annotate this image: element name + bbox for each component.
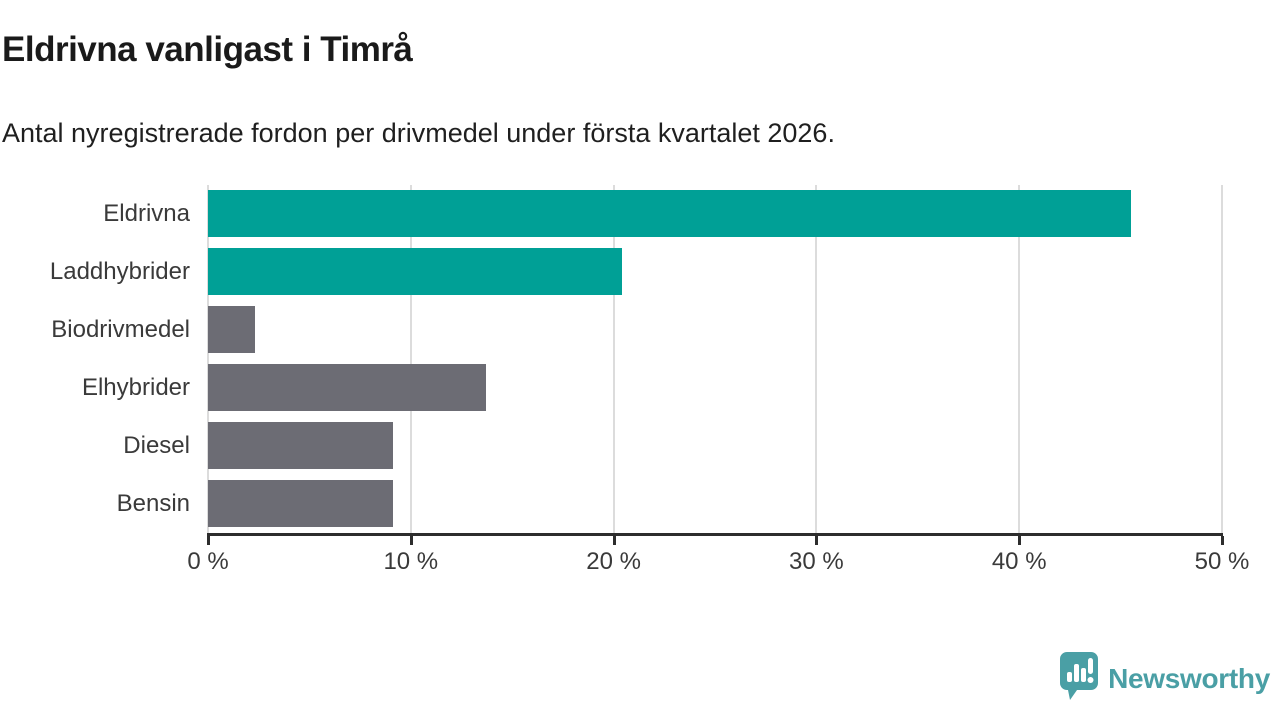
x-axis-label-40: 40 % (991, 548, 1047, 575)
gridline-20 (612, 185, 615, 533)
bar-bensin (208, 480, 393, 527)
bar-chart: Eldrivna Laddhybrider Biodrivmedel Elhybrid… (0, 185, 1280, 590)
x-axis-label-0: 0 % (187, 548, 229, 575)
chart-subtitle: Antal nyregistrerade fordon per drivmede… (2, 118, 835, 148)
plot-area (207, 185, 1223, 533)
x-axis-tick-30 (815, 536, 819, 545)
gridline-50 (1221, 185, 1223, 533)
gridline-40 (1018, 185, 1021, 533)
newsworthy-logo-icon (1058, 650, 1100, 707)
x-axis-label-30: 30 % (789, 548, 844, 575)
x-axis-tick-40 (1018, 536, 1022, 545)
x-axis-tick-50 (1221, 536, 1224, 545)
gridline-10 (409, 185, 412, 533)
category-label-elhybrider: Elhybrider (81, 374, 190, 401)
x-axis-tick-0 (207, 536, 210, 545)
brand-wordmark: Newsworthy (1108, 662, 1270, 694)
x-axis-label-10: 10 % (383, 548, 439, 575)
x-axis-label-50: 50 % (1194, 548, 1250, 575)
category-label-laddhybrider: Laddhybrider (49, 258, 190, 285)
x-axis-tick-20 (612, 536, 616, 545)
category-label-bensin: Bensin (116, 490, 190, 517)
category-label-eldrivna: Eldrivna (103, 200, 190, 227)
bar-laddhybrider (208, 248, 622, 295)
gridline-0 (207, 185, 209, 533)
bar-biodrivmedel (208, 306, 255, 353)
category-label-diesel: Diesel (123, 432, 190, 459)
bar-eldrivna (208, 190, 1131, 237)
gridline-30 (815, 185, 818, 533)
x-axis-label-20: 20 % (586, 548, 641, 575)
category-label-biodrivmedel: Biodrivmedel (51, 316, 190, 343)
x-axis-tick-10 (409, 536, 413, 545)
brand-footer: Newsworthy (1058, 650, 1270, 707)
bar-elhybrider (208, 364, 486, 411)
x-axis-line (207, 533, 1223, 536)
bar-diesel (208, 422, 393, 469)
chart-title: Eldrivna vanligast i Timrå (2, 30, 413, 69)
